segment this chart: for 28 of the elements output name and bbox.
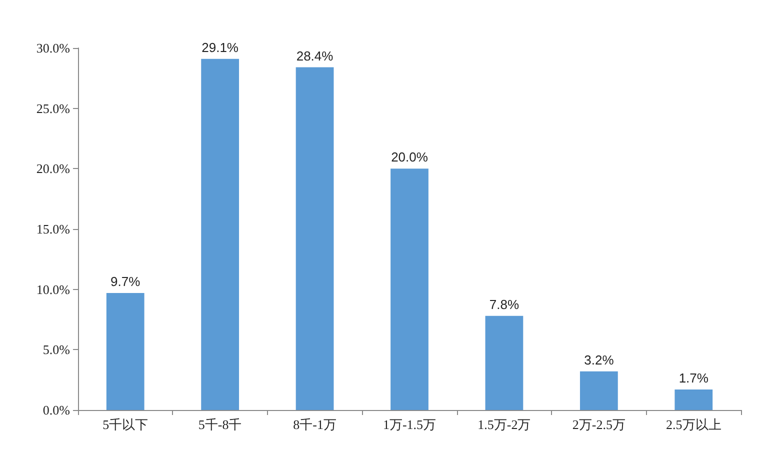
bar — [674, 389, 713, 410]
data-label: 7.8% — [489, 296, 520, 312]
bar — [201, 58, 240, 410]
y-tick-label: 30.0% — [36, 40, 70, 56]
x-tick-label: 1万-1.5万 — [382, 417, 436, 432]
data-label: 29.1% — [202, 40, 239, 55]
x-tick-label: 2万-2.5万 — [572, 417, 626, 432]
data-label: 1.7% — [678, 370, 709, 386]
bar — [106, 292, 144, 410]
y-tick-label: 0.0% — [42, 402, 70, 418]
y-tick-label: 5.0% — [42, 342, 70, 358]
bar — [296, 67, 334, 410]
x-tick-label: 2.5万以上 — [666, 417, 722, 432]
data-label: 3.2% — [584, 352, 614, 368]
bar — [485, 316, 524, 410]
x-tick-label: 8千-1万 — [293, 417, 336, 432]
bar — [390, 168, 428, 410]
bar — [580, 371, 618, 410]
y-tick-label: 15.0% — [36, 222, 70, 236]
x-tick-label: 1.5万-2万 — [478, 417, 531, 432]
data-label: 9.7% — [110, 274, 141, 289]
data-label: 28.4% — [296, 48, 334, 64]
x-tick-label: 5千以下 — [102, 417, 148, 432]
x-tick-label: 5千-8千 — [198, 417, 242, 432]
y-tick-label: 25.0% — [36, 100, 70, 116]
data-label: 20.0% — [391, 150, 428, 165]
y-tick-label: 10.0% — [36, 282, 70, 297]
y-tick-label: 20.0% — [36, 161, 70, 176]
